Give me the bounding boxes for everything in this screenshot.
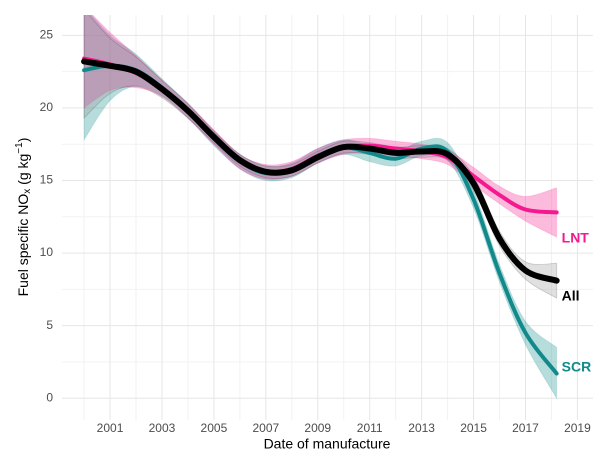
y-title-sup: −1 [14,142,25,154]
y-tick-label: 25 [40,27,54,41]
y-tick-label: 0 [46,390,53,404]
series-label: LNT [562,229,590,245]
x-tick-label: 2011 [357,421,383,435]
y-title-mid: (g kg [15,154,31,189]
annotations: SCR LNT All [562,229,592,374]
x-tick-label: 2017 [512,421,539,435]
series-line [82,63,559,376]
y-axis-title: Fuel specific NOx (g kg−1) [14,138,33,297]
x-tick-label: 2005 [201,421,228,435]
x-tick-label: 2001 [97,421,124,435]
y-title-main: Fuel specific NO [15,194,31,297]
grid [62,15,593,420]
y-title-sub: x [22,189,33,194]
series-label: SCR [562,358,592,374]
x-tick-label: 2013 [408,421,435,435]
x-axis-title: Date of manufacture [264,436,391,452]
y-tick-label: 15 [40,173,54,187]
y-tick-label: 10 [40,245,54,259]
y-tick-label: 5 [46,318,53,332]
y-title-end: ) [15,138,31,143]
x-tick-label: 2019 [564,421,591,435]
confidence-band [83,15,558,238]
confidence-band [83,15,558,401]
x-tick-label: 2003 [149,421,176,435]
series-line [81,58,560,284]
y-tick-label: 20 [40,100,54,114]
x-tick-label: 2015 [460,421,487,435]
series-label: All [562,287,580,303]
plot-area [81,15,560,401]
x-tick-label: 2009 [304,421,331,435]
x-tick-label: 2007 [252,421,279,435]
